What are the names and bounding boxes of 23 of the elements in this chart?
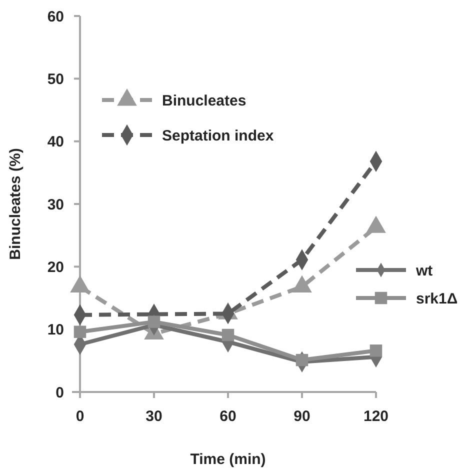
x-axis-title: Time (min) <box>190 451 266 468</box>
y-tick-label: 20 <box>47 258 64 276</box>
y-tick-label: 50 <box>47 70 64 88</box>
y-axis-title: Binucleates (%) <box>7 148 24 260</box>
point <box>370 344 382 357</box>
x-tick-label: 120 <box>363 408 389 425</box>
legend-label: wt <box>415 262 433 280</box>
y-tick-label: 0 <box>56 384 64 402</box>
y-tick-label: 10 <box>47 322 64 339</box>
x-tick-label: 90 <box>294 408 310 425</box>
point <box>296 354 308 366</box>
point <box>74 326 86 338</box>
y-tick-label: 60 <box>47 8 64 26</box>
point <box>148 316 160 328</box>
y-tick-label: 30 <box>47 196 64 214</box>
legend-label: srk1Δ <box>416 290 458 308</box>
x-tick-label: 60 <box>220 408 236 425</box>
x-tick-label: 0 <box>76 408 84 425</box>
legend-label: Binucleates <box>162 92 246 110</box>
x-tick-label: 30 <box>146 408 162 425</box>
y-tick-label: 40 <box>47 134 64 151</box>
legend-label: Septation index <box>162 127 274 144</box>
point <box>222 328 234 342</box>
